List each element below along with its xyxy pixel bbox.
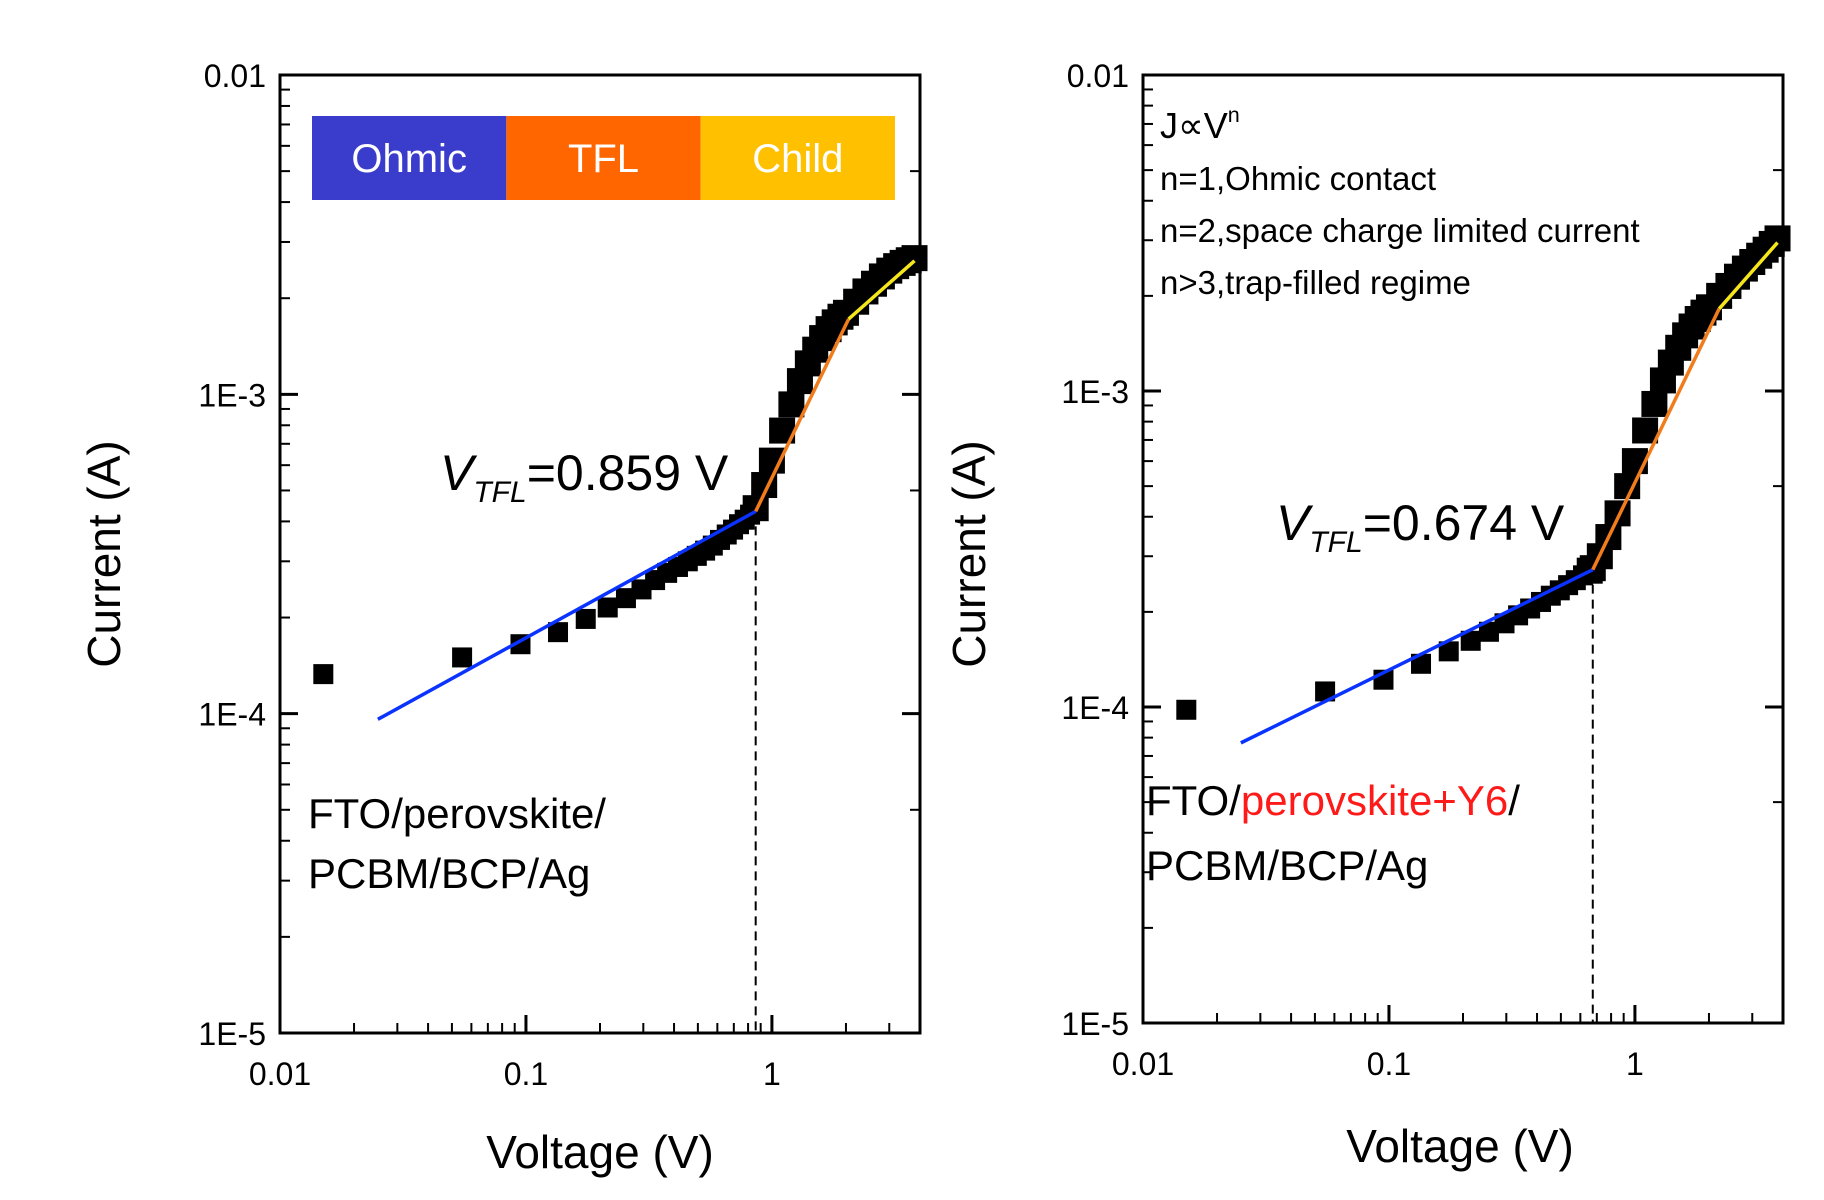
device-structure-line: PCBM/BCP/Ag [308, 850, 590, 897]
fit-ohmic-line [377, 509, 757, 721]
x-tick-label: 0.01 [249, 1056, 311, 1092]
y-tick-label: 1E-5 [1061, 1006, 1129, 1042]
data-point [575, 608, 596, 629]
x-tick-label: 1 [1626, 1046, 1644, 1082]
regime-note: n=2,space charge limited current [1160, 212, 1640, 249]
regime-note: n>3,trap-filled regime [1160, 264, 1471, 301]
device-text: PCBM/BCP/Ag [308, 850, 590, 897]
vtfl-prefix: V [1276, 495, 1314, 551]
data-point [1632, 417, 1659, 444]
chart-left: Ohmic TFL Child 1E-5 1E-4 1E-3 0.01 0.01 0.1 1 Vol… [78, 58, 928, 1178]
region-child-box [700, 116, 895, 200]
device-text: FTO/ [1146, 777, 1241, 824]
device-structure-line: FTO/perovskite+Y6/ [1146, 777, 1520, 824]
region-child-label: Child [752, 137, 843, 181]
data-point [597, 597, 618, 618]
device-structure-line: PCBM/BCP/Ag [1146, 842, 1428, 889]
relation-label: J∝Vn [1160, 102, 1240, 146]
vtfl-value: =0.859 V [527, 445, 729, 501]
data-point [615, 588, 636, 609]
x-tick-label: 0.1 [1367, 1046, 1411, 1082]
fit-child-line [1717, 241, 1779, 310]
vtfl-label: VTFL=0.674 V [1276, 495, 1565, 559]
region-ohmic-box [312, 116, 507, 200]
region-tfl-box [506, 116, 701, 200]
data-point [1478, 621, 1499, 642]
data-point [1411, 653, 1432, 674]
data-point [778, 391, 805, 418]
x-axis-label: Voltage (V) [1346, 1120, 1574, 1172]
device-text: FTO/perovskite/ [308, 790, 606, 837]
data-point [452, 647, 473, 668]
vtfl-subscript: TFL [1309, 526, 1362, 559]
y-tick-label: 1E-4 [1061, 690, 1129, 726]
relation-exponent: n [1228, 102, 1240, 127]
y-tick-label: 1E-5 [198, 1016, 266, 1052]
x-tick-label: 0.1 [504, 1056, 548, 1092]
vtfl-prefix: V [440, 445, 478, 501]
vtfl-value: =0.674 V [1363, 495, 1565, 551]
vtfl-label: VTFL=0.859 V [440, 445, 729, 509]
regime-note: n=1,Ohmic contact [1160, 160, 1436, 197]
x-tick-label: 0.01 [1112, 1046, 1174, 1082]
y-tick-label: 0.01 [1067, 58, 1129, 94]
region-ohmic-label: Ohmic [351, 137, 467, 181]
y-tick-label: 0.01 [204, 58, 266, 94]
region-tfl-label: TFL [568, 137, 639, 181]
data-point [1641, 390, 1668, 417]
y-tick-label: 1E-4 [198, 697, 266, 733]
data-point [1438, 641, 1459, 662]
fit-child-line [847, 259, 916, 321]
fit-tfl-line [1591, 308, 1721, 571]
data-point [313, 664, 334, 685]
device-text: / [1508, 777, 1520, 824]
data-point [1176, 699, 1197, 720]
y-axis-label: Current (A) [943, 440, 995, 667]
data-point [1460, 630, 1481, 651]
fit-tfl-line [754, 318, 851, 513]
device-text: PCBM/BCP/Ag [1146, 842, 1428, 889]
chart-right: 1E-5 1E-4 1E-3 0.01 0.01 0.1 1 Voltage (V) Curre… [943, 58, 1791, 1172]
data-point [548, 622, 569, 643]
y-axis-label: Current (A) [78, 440, 130, 667]
data-point [1764, 225, 1791, 252]
vtfl-subscript: TFL [473, 476, 526, 509]
relation-base: J∝V [1160, 105, 1228, 146]
y-tick-label: 1E-3 [1061, 374, 1129, 410]
device-structure-line: FTO/perovskite/ [308, 790, 606, 837]
fit-ohmic-line [1240, 568, 1594, 745]
device-highlight: perovskite+Y6 [1241, 777, 1508, 824]
data-point [1315, 681, 1336, 702]
x-axis-label: Voltage (V) [486, 1126, 714, 1178]
y-tick-label: 1E-3 [198, 377, 266, 413]
x-tick-label: 1 [763, 1056, 781, 1092]
